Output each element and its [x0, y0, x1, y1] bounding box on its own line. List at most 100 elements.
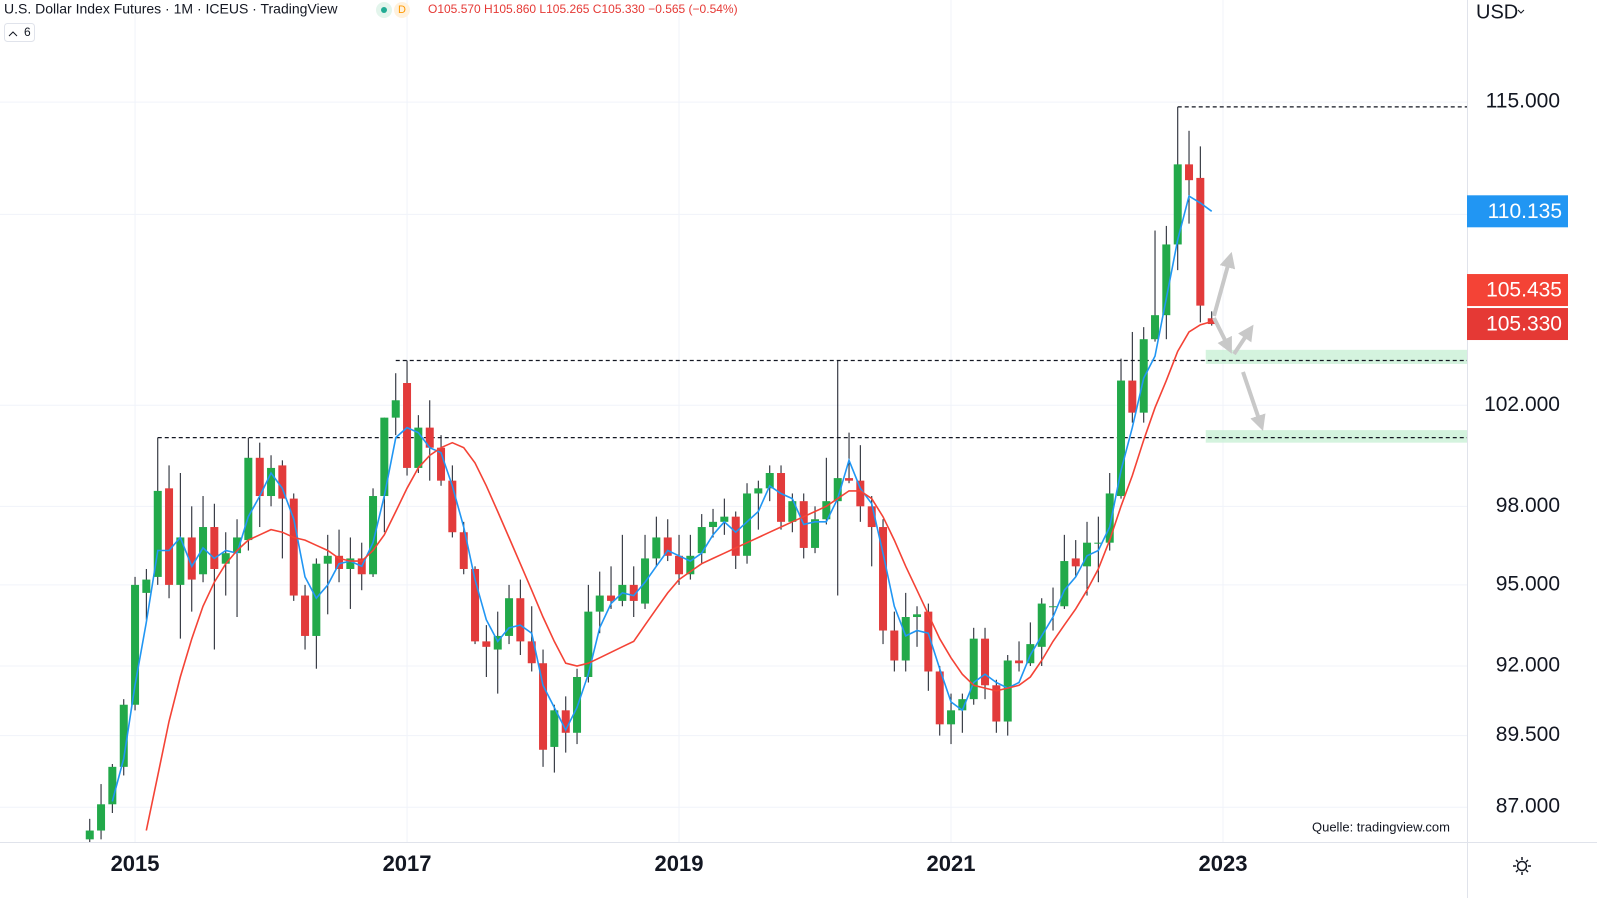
candle-body [437, 447, 446, 481]
candle-body [539, 663, 548, 750]
candle-body [459, 532, 468, 569]
candle-body [788, 501, 797, 522]
candle-body [119, 704, 128, 767]
candle-body [323, 555, 332, 564]
candle-body [335, 555, 344, 569]
candle-body [765, 473, 774, 489]
y-tick-label: 95.000 [1496, 572, 1560, 595]
candle-body [187, 537, 196, 580]
candle-body [278, 465, 287, 499]
candle-body [233, 537, 242, 554]
badge [394, 2, 410, 18]
candle-body [312, 563, 321, 636]
support-zone [1205, 430, 1467, 443]
price-label-box [1467, 308, 1568, 341]
candle-body [754, 488, 763, 494]
arrow [1212, 251, 1236, 317]
source: Quelle: tradingview.com [1312, 819, 1450, 834]
x-tick-label: 2015 [111, 851, 160, 876]
ohlc-values: O105.570 H105.860 L105.265 C105.330 −0.5… [428, 2, 738, 16]
candle-body [108, 766, 117, 805]
candle-body [1094, 542, 1103, 544]
ma-line [145, 320, 1212, 831]
candle-body [391, 400, 400, 418]
candle-body [595, 595, 604, 612]
candle-body [1105, 493, 1114, 543]
candle-body [1060, 561, 1069, 607]
candle-body [199, 527, 208, 575]
y-tick-label: 89.500 [1496, 723, 1560, 746]
candle-body [890, 630, 899, 661]
candle-body [981, 638, 990, 686]
grid [0, 0, 1467, 842]
candle-body [414, 427, 423, 468]
candle-body [777, 473, 786, 522]
candle-body [969, 638, 978, 700]
symbol-title: U.S. Dollar Index Futures · 1M · ICEUS ·… [4, 1, 338, 17]
candle-body [131, 584, 140, 705]
arrow [1241, 371, 1266, 432]
candle-body [686, 555, 695, 575]
y-tick-label: 92.000 [1496, 654, 1560, 677]
candle-body [879, 527, 888, 631]
x-tick-label: 2017 [383, 851, 432, 876]
candle-body [1128, 380, 1137, 413]
candle-body [913, 614, 922, 618]
candle-body [867, 506, 876, 528]
candle-body [369, 496, 378, 575]
candle-body [1071, 558, 1080, 567]
candle-body [743, 493, 752, 556]
candle-body [176, 537, 185, 585]
candle-body [1003, 660, 1012, 722]
candle-body [958, 699, 967, 711]
candle-body [845, 478, 854, 481]
candle-body [573, 676, 582, 733]
candle-body [833, 478, 842, 502]
support-zone [1205, 349, 1467, 364]
candle-body [1185, 164, 1194, 181]
status-dot [381, 7, 387, 13]
candle-body [1037, 603, 1046, 647]
candle-body [380, 417, 389, 497]
badge-label: D [398, 4, 406, 16]
candle-body [255, 457, 264, 497]
candle-body [731, 516, 740, 556]
candle-body [1151, 315, 1160, 340]
candle-body [992, 685, 1001, 722]
candle-body [652, 537, 661, 559]
candle-body [822, 501, 831, 520]
candle-body [301, 595, 310, 636]
candle-body [1173, 164, 1182, 245]
indicator-count: 6 [24, 25, 31, 39]
candle-body [346, 558, 355, 569]
indicator-toggle[interactable] [4, 23, 35, 42]
candle-body [1139, 339, 1148, 413]
candle-body [85, 830, 94, 840]
candle-body [607, 595, 616, 601]
candle-body [709, 521, 718, 528]
price-labels: 105.330 105.435 110.135 [1467, 195, 1568, 341]
candle-body [165, 488, 174, 585]
settings-icon[interactable] [1513, 857, 1531, 875]
candle-body [1196, 177, 1205, 306]
candle-body [1207, 318, 1216, 325]
candle-body [1083, 542, 1092, 567]
candle-body [267, 467, 276, 497]
arrows [1212, 251, 1266, 432]
candle-body [448, 480, 457, 533]
price-label: 110.135 [1488, 200, 1562, 223]
y-tick-label: 87.000 [1496, 795, 1560, 818]
x-tick-label: 2023 [1199, 851, 1248, 876]
candle-body [584, 611, 593, 677]
candle-body [527, 641, 536, 664]
price-label-box [1467, 274, 1568, 307]
candle-body [1162, 244, 1171, 316]
currency[interactable]: USD [1476, 1, 1518, 23]
chevron [8, 31, 18, 37]
price-label: 105.435 [1486, 279, 1562, 302]
y-tick-label: 102.000 [1484, 393, 1560, 416]
y-tick-label: 98.000 [1496, 494, 1560, 517]
candle-body [221, 553, 230, 564]
